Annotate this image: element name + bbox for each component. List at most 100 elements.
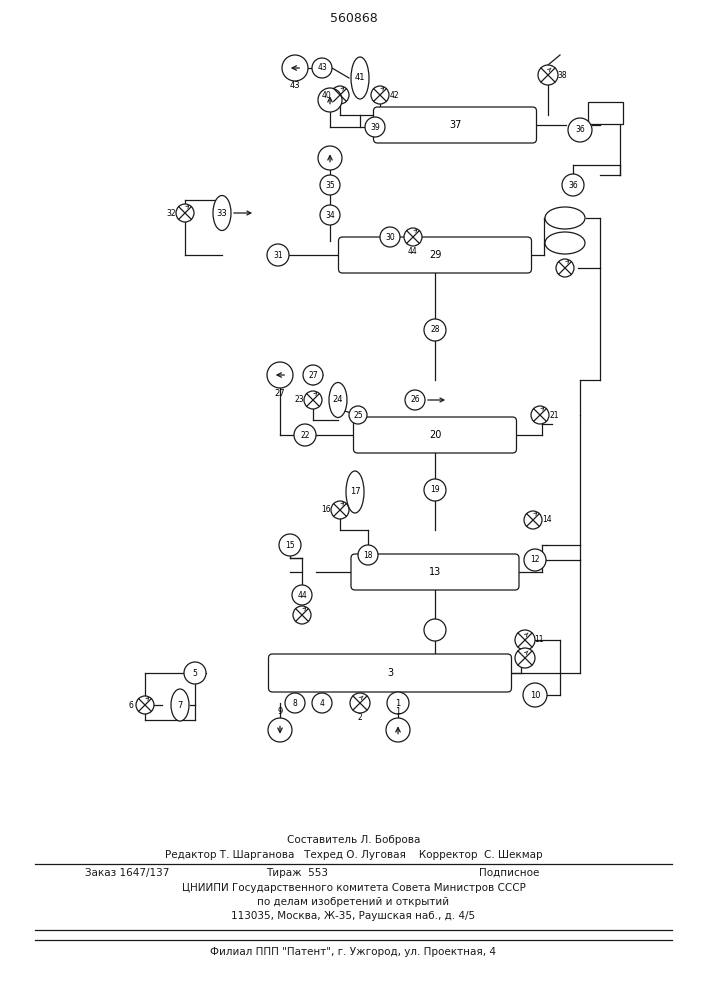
- Text: 19: 19: [430, 486, 440, 494]
- Text: 8: 8: [293, 698, 298, 708]
- Bar: [588, 102, 622, 124]
- Text: Заказ 1647/137: Заказ 1647/137: [85, 868, 169, 878]
- Text: 36: 36: [568, 180, 578, 190]
- Text: 32: 32: [166, 209, 176, 218]
- Text: 39: 39: [370, 122, 380, 131]
- Circle shape: [515, 648, 535, 668]
- Circle shape: [350, 693, 370, 713]
- Circle shape: [279, 534, 301, 556]
- Circle shape: [303, 365, 323, 385]
- Circle shape: [531, 406, 549, 424]
- Text: 2: 2: [358, 714, 363, 722]
- Circle shape: [404, 228, 422, 246]
- Text: 27: 27: [308, 370, 318, 379]
- Text: 35: 35: [325, 180, 335, 190]
- Circle shape: [285, 693, 305, 713]
- Text: по делам изобретений и открытий: по делам изобретений и открытий: [257, 897, 450, 907]
- Text: 9: 9: [277, 708, 283, 716]
- Circle shape: [318, 146, 342, 170]
- Ellipse shape: [351, 57, 369, 99]
- Text: 44: 44: [408, 246, 418, 255]
- Text: 16: 16: [321, 506, 331, 514]
- Text: 12: 12: [530, 556, 539, 564]
- Circle shape: [268, 718, 292, 742]
- Circle shape: [312, 693, 332, 713]
- Circle shape: [320, 175, 340, 195]
- Circle shape: [365, 117, 385, 137]
- Circle shape: [349, 406, 367, 424]
- Text: 43: 43: [290, 82, 300, 91]
- Text: 23: 23: [294, 395, 304, 404]
- Ellipse shape: [545, 207, 585, 229]
- Ellipse shape: [213, 196, 231, 231]
- Text: 5: 5: [192, 668, 197, 678]
- Text: 27: 27: [275, 388, 286, 397]
- Text: 7: 7: [177, 700, 182, 710]
- Circle shape: [524, 511, 542, 529]
- Text: 24: 24: [333, 395, 344, 404]
- Circle shape: [331, 86, 349, 104]
- Text: 11: 11: [534, 636, 544, 645]
- Circle shape: [282, 55, 308, 81]
- Circle shape: [371, 86, 389, 104]
- Circle shape: [136, 696, 154, 714]
- Text: 40: 40: [321, 91, 331, 100]
- Circle shape: [515, 630, 535, 650]
- Text: 34: 34: [325, 211, 335, 220]
- Circle shape: [386, 718, 410, 742]
- Text: 6: 6: [129, 700, 134, 710]
- Circle shape: [358, 545, 378, 565]
- Text: 3: 3: [387, 668, 393, 678]
- Text: 28: 28: [431, 326, 440, 334]
- Text: 33: 33: [216, 209, 228, 218]
- Circle shape: [320, 205, 340, 225]
- Text: ЦНИИПИ Государственного комитета Совета Министров СССР: ЦНИИПИ Государственного комитета Совета …: [182, 883, 525, 893]
- Circle shape: [523, 683, 547, 707]
- Text: 14: 14: [542, 516, 551, 524]
- Circle shape: [184, 662, 206, 684]
- Circle shape: [380, 227, 400, 247]
- Text: 41: 41: [355, 74, 366, 83]
- Circle shape: [568, 118, 592, 142]
- Circle shape: [387, 692, 409, 714]
- Text: 4: 4: [320, 698, 325, 708]
- Text: 38: 38: [557, 70, 567, 80]
- Circle shape: [556, 259, 574, 277]
- Circle shape: [424, 319, 446, 341]
- FancyBboxPatch shape: [354, 417, 517, 453]
- FancyBboxPatch shape: [269, 654, 511, 692]
- Text: 42: 42: [389, 91, 399, 100]
- Text: 15: 15: [285, 540, 295, 550]
- Circle shape: [562, 174, 584, 196]
- FancyBboxPatch shape: [373, 107, 537, 143]
- Circle shape: [331, 501, 349, 519]
- Text: 1: 1: [395, 698, 401, 708]
- Text: Подписное: Подписное: [479, 868, 539, 878]
- Text: 37: 37: [449, 120, 461, 130]
- Text: 10: 10: [530, 690, 540, 700]
- Text: Филиал ППП "Патент", г. Ужгород, ул. Проектная, 4: Филиал ППП "Патент", г. Ужгород, ул. Про…: [211, 947, 496, 957]
- Circle shape: [176, 204, 194, 222]
- Circle shape: [424, 479, 446, 501]
- Ellipse shape: [545, 232, 585, 254]
- Ellipse shape: [329, 382, 347, 418]
- Circle shape: [293, 606, 311, 624]
- Text: Редактор Т. Шарганова   Техред О. Луговая    Корректор  С. Шекмар: Редактор Т. Шарганова Техред О. Луговая …: [165, 850, 542, 860]
- Text: Тираж  553: Тираж 553: [266, 868, 328, 878]
- Circle shape: [267, 244, 289, 266]
- Circle shape: [524, 549, 546, 571]
- Text: 29: 29: [429, 250, 441, 260]
- Text: 43: 43: [317, 64, 327, 73]
- Text: 1: 1: [395, 708, 401, 716]
- Text: 25: 25: [354, 410, 363, 420]
- FancyBboxPatch shape: [351, 554, 519, 590]
- Text: 44: 44: [297, 590, 307, 599]
- Text: 13: 13: [429, 567, 441, 577]
- Ellipse shape: [346, 471, 364, 513]
- Text: 26: 26: [410, 395, 420, 404]
- Text: 113035, Москва, Ж-35, Раушская наб., д. 4/5: 113035, Москва, Ж-35, Раушская наб., д. …: [231, 911, 476, 921]
- Text: 560868: 560868: [329, 11, 378, 24]
- FancyBboxPatch shape: [339, 237, 532, 273]
- Circle shape: [538, 65, 558, 85]
- Circle shape: [267, 362, 293, 388]
